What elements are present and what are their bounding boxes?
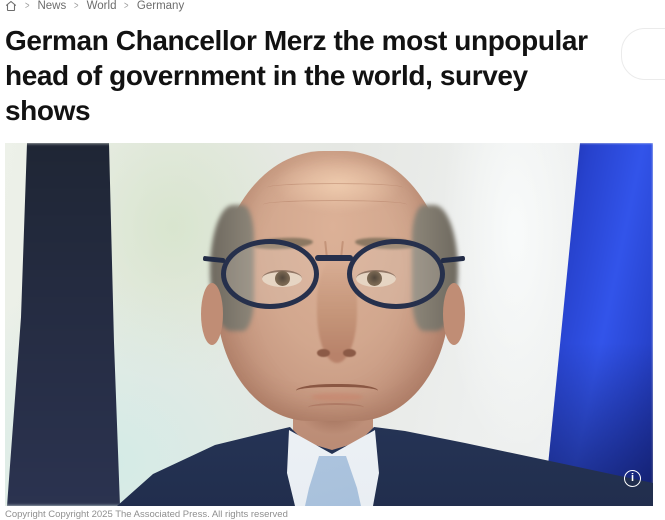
page-title: German Chancellor Merz the most unpopula… [5, 23, 663, 128]
breadcrumb-item-world[interactable]: World [86, 0, 117, 12]
image-info-icon[interactable]: i [624, 470, 641, 487]
dark-flag [7, 143, 120, 506]
hero-image: i [5, 143, 653, 506]
glasses-lens-left [221, 239, 319, 309]
portrait-forehead-line [263, 200, 407, 209]
glasses-bridge [315, 255, 353, 261]
portrait-nostril-left [317, 349, 330, 357]
portrait-lower-lip [311, 393, 363, 401]
portrait-nostril-right [343, 349, 356, 357]
breadcrumb-item-germany[interactable]: Germany [136, 0, 185, 12]
breadcrumb-item-news[interactable]: News [37, 0, 67, 12]
glasses-lens-right [347, 239, 445, 309]
floating-widget-fragment[interactable] [621, 28, 665, 80]
portrait-forehead-line [267, 183, 403, 192]
portrait-ear-right [443, 283, 465, 345]
portrait-chin-crease [308, 403, 364, 412]
page-title-line-2: head of government in the world, survey [5, 60, 528, 91]
breadcrumb-separator: > [74, 0, 79, 12]
portrait-mouth [296, 384, 378, 399]
portrait-ear-left [201, 283, 223, 345]
home-icon[interactable] [5, 0, 17, 12]
breadcrumb-separator: > [124, 0, 129, 12]
breadcrumb-separator: > [24, 0, 30, 12]
breadcrumb: > News > World > Germany [5, 0, 184, 13]
page-title-line-3: shows [5, 95, 91, 126]
page-title-line-1: German Chancellor Merz the most unpopula… [5, 25, 588, 56]
